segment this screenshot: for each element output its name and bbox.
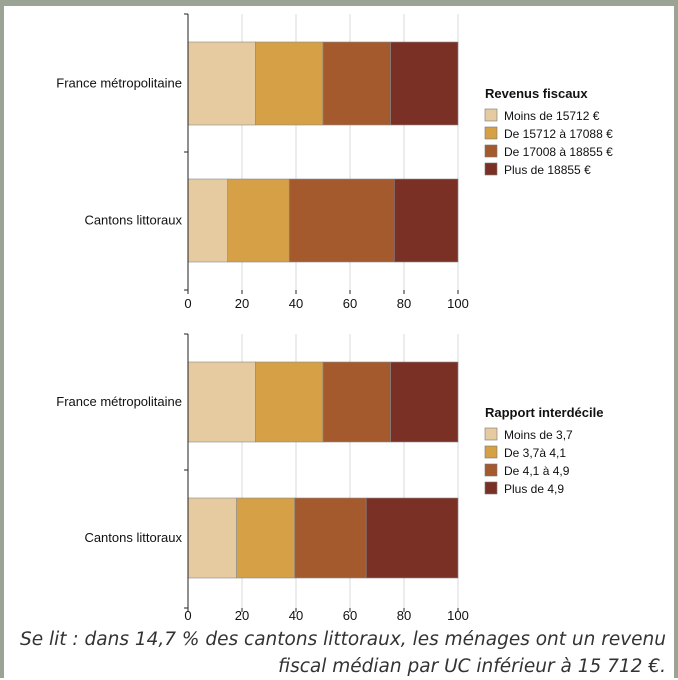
chart-1-legend-swatch-2 [484,144,498,158]
chart-1-x-tick-label-0: 0 [184,296,191,311]
chart-2-legend-title: Rapport interdécile [485,405,603,420]
chart-1-x-tick-label-2: 40 [289,296,303,311]
chart-1-legend-swatch-1 [484,126,498,140]
chart-2-x-tick-label-2: 40 [289,608,303,623]
chart-1-x-tick-label-1: 20 [235,296,249,311]
chart-1-legend-swatch-0 [484,108,498,122]
chart-2-legend-label-2: De 4,1 à 4,9 [504,464,570,478]
frame-left-border [0,0,4,678]
chart-2-x-tick-label-5: 100 [447,608,469,623]
chart-caption: Se lit : dans 14,7 % des cantons littora… [20,629,666,677]
chart-1-legend-label-3: Plus de 18855 € [504,163,591,177]
chart-1-bar-1-segment-2 [288,178,395,263]
chart-1-bar-1-segment-1 [227,178,290,263]
chart-1-bar-1-segment-3 [393,178,459,263]
chart-2-legend-swatch-1 [484,445,498,459]
chart-1-bar-0-segment-3 [390,41,459,126]
frame-top-border [0,0,678,6]
chart-1-x-tick-label-4: 80 [397,296,411,311]
chart-1-bar-0-segment-0 [187,41,256,126]
chart-2-bar-0-segment-1 [255,361,324,443]
chart-1-legend-label-0: Moins de 15712 € [504,109,600,123]
chart-2-legend-swatch-3 [484,481,498,495]
chart-2-x-tick-label-4: 80 [397,608,411,623]
chart-2-bar-1-segment-2 [294,497,367,579]
frame-right-border [674,0,678,678]
chart-2-bar-1-segment-3 [365,497,459,579]
chart-2-legend-label-0: Moins de 3,7 [504,428,573,442]
chart-2-bar-0-segment-0 [187,361,256,443]
chart-1-legend-label-2: De 17008 à 18855 € [504,145,613,159]
chart-1-category-label-1: Cantons littoraux [84,213,182,228]
chart-2-bar-1-segment-1 [236,497,295,579]
chart-2-x-tick-label-0: 0 [184,608,191,623]
chart-2-category-label-0: France métropolitaine [56,394,182,409]
chart-1-bar-1-segment-0 [187,178,228,263]
chart-1-legend-title: Revenus fiscaux [485,86,588,101]
chart-2-legend-swatch-0 [484,427,498,441]
chart-2-bar-0-segment-3 [390,361,459,443]
chart-2-bar-1-segment-0 [187,497,237,579]
chart-2-bar-0-segment-2 [322,361,391,443]
chart-1-category-label-0: France métropolitaine [56,76,182,91]
chart-1-legend-label-1: De 15712 à 17088 € [504,127,613,141]
chart-2-legend-label-3: Plus de 4,9 [504,482,564,496]
chart-1-x-tick-label-3: 60 [343,296,357,311]
chart-1-bar-0-segment-1 [255,41,324,126]
chart-2-legend-swatch-2 [484,463,498,477]
chart-1-bar-0-segment-2 [322,41,391,126]
chart-2-category-label-1: Cantons littoraux [84,530,182,545]
chart-2-legend-label-1: De 3,7à 4,1 [504,446,566,460]
chart-1-legend-swatch-3 [484,162,498,176]
chart-2-x-tick-label-3: 60 [343,608,357,623]
chart-1-x-tick-label-5: 100 [447,296,469,311]
chart-2-x-tick-label-1: 20 [235,608,249,623]
